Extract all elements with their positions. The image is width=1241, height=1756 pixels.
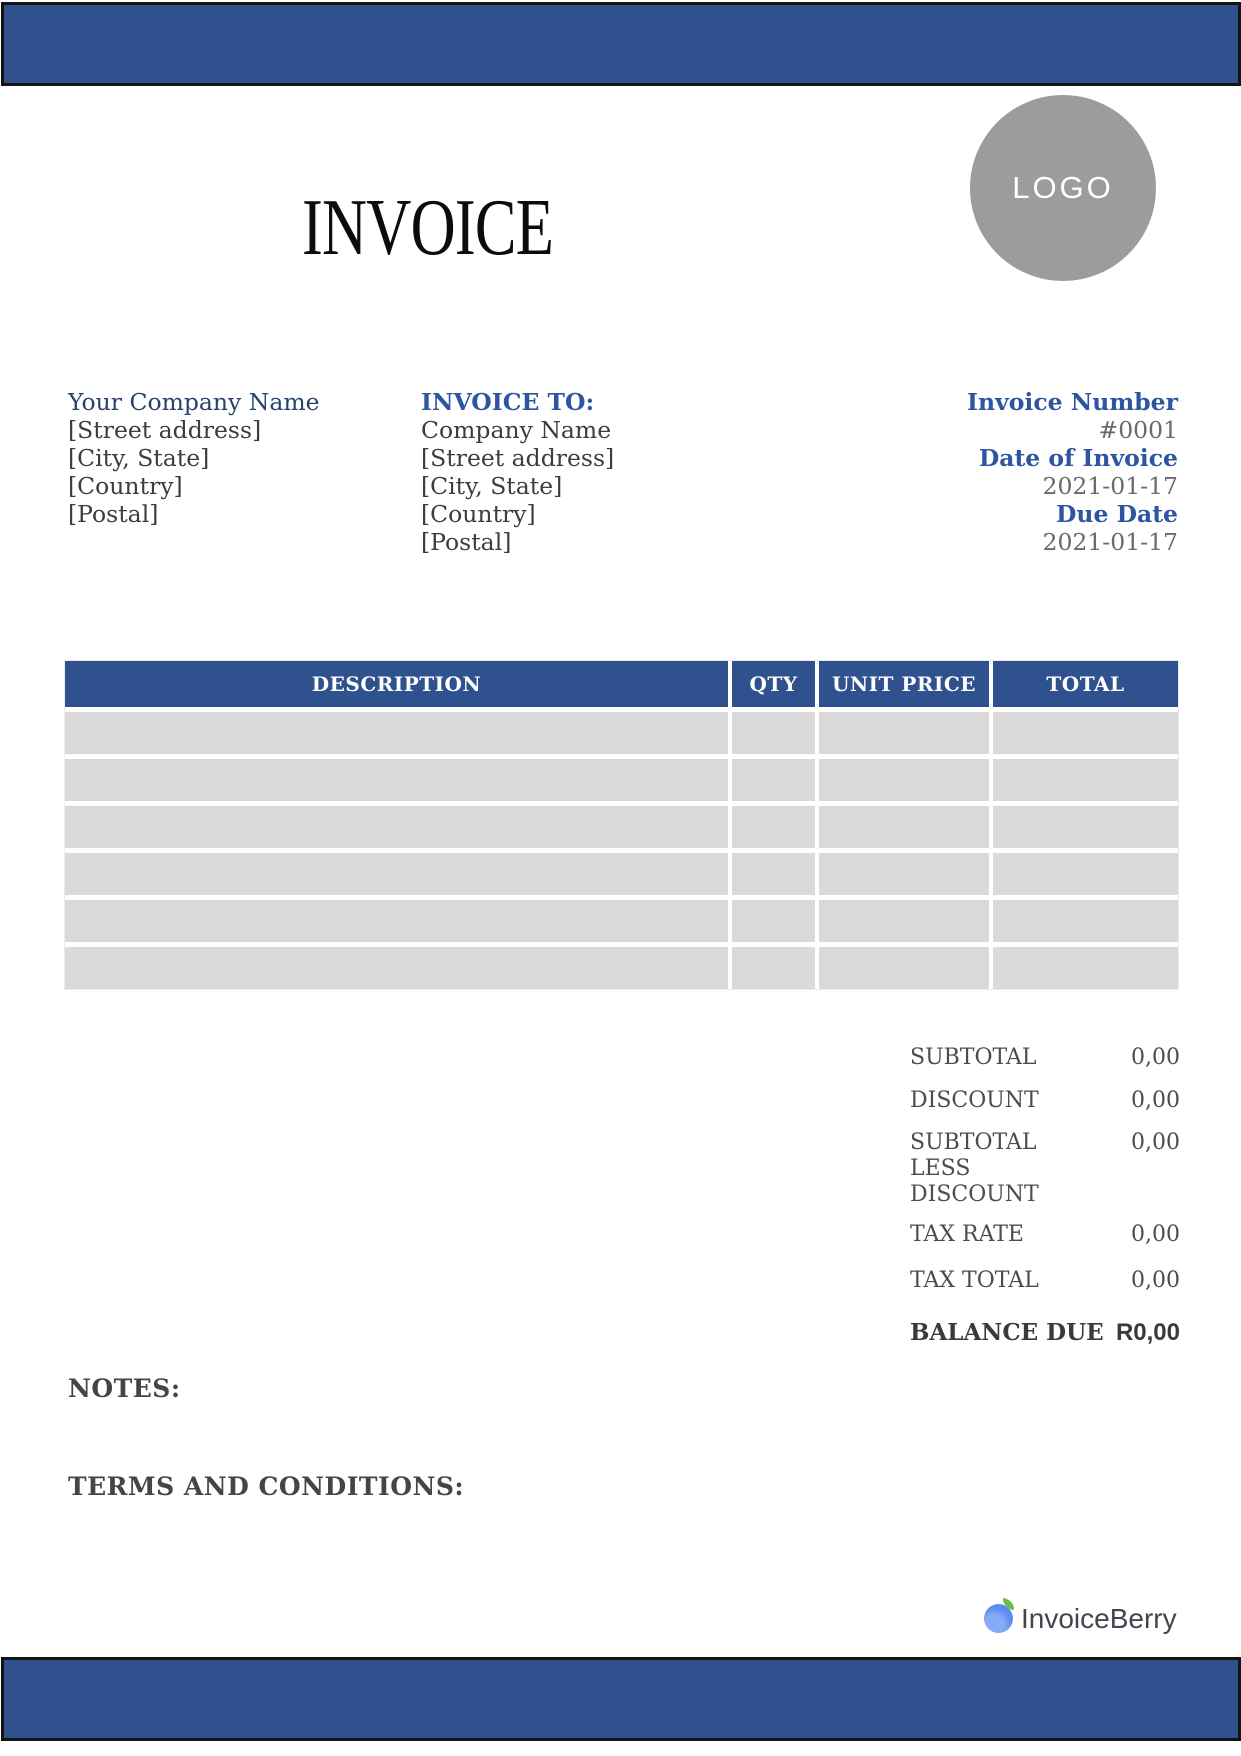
table-cell [993, 853, 1178, 895]
invoice-number-value: #0001 [1098, 416, 1179, 444]
table-cell [819, 853, 989, 895]
invoice-title: INVOICE [302, 184, 554, 272]
company-address-line: [Country] [68, 472, 183, 500]
table-cell [732, 947, 815, 989]
subtotal-row: SUBTOTAL 0,00 [910, 1045, 1180, 1071]
top-banner [1, 2, 1241, 86]
table-cell [819, 712, 989, 754]
table-cell [65, 759, 728, 801]
discount-row: DISCOUNT 0,00 [910, 1088, 1180, 1114]
subtotal-less-discount-row: SUBTOTAL LESS DISCOUNT 0,00 [910, 1130, 1180, 1208]
table-cell [819, 759, 989, 801]
subtotal-label: SUBTOTAL [910, 1045, 1037, 1070]
due-date-label: Due Date [1055, 500, 1178, 528]
invoice-date-label: Date of Invoice [978, 444, 1178, 472]
subtotal-value: 0,00 [1131, 1045, 1180, 1070]
table-row [65, 806, 1178, 848]
table-cell [65, 900, 728, 942]
balance-due-value: R0,00 [1115, 1319, 1180, 1346]
table-cell [732, 759, 815, 801]
table-cell [819, 900, 989, 942]
invoice-to-line: Company Name [421, 416, 612, 444]
table-cell [65, 853, 728, 895]
column-header-unit-price: UNIT PRICE [819, 661, 989, 707]
table-cell [819, 806, 989, 848]
company-address-line: [Postal] [68, 500, 159, 528]
table-cell [732, 900, 815, 942]
invoice-to-line: [City, State] [421, 472, 563, 500]
balance-due-row: BALANCE DUE R0,00 [910, 1320, 1180, 1346]
table-cell [993, 759, 1178, 801]
invoice-meta-block: Invoice Number #0001 Date of Invoice 202… [967, 388, 1178, 556]
bottom-banner [1, 1657, 1241, 1741]
company-address-line: [Street address] [68, 416, 262, 444]
invoice-number-label: Invoice Number [967, 388, 1178, 416]
tax-rate-row: TAX RATE 0,00 [910, 1222, 1180, 1248]
table-cell [65, 947, 728, 989]
invoice-to-block: INVOICE TO: Company Name [Street address… [421, 388, 614, 556]
column-header-description: DESCRIPTION [65, 661, 728, 707]
due-date-value: 2021-01-17 [1042, 528, 1179, 556]
table-cell [732, 853, 815, 895]
table-cell [993, 900, 1178, 942]
tax-rate-label: TAX RATE [910, 1222, 1024, 1247]
invoice-to-line: [Postal] [421, 528, 512, 556]
tax-total-value: 0,00 [1131, 1268, 1180, 1293]
table-row [65, 759, 1178, 801]
company-address-line: [City, State] [68, 444, 210, 472]
invoice-to-line: [Street address] [421, 444, 615, 472]
tax-total-row: TAX TOTAL 0,00 [910, 1268, 1180, 1294]
table-cell [993, 806, 1178, 848]
invoice-to-heading: INVOICE TO: [421, 388, 595, 416]
table-row [65, 947, 1178, 989]
logo-placeholder-text: LOGO [1012, 170, 1114, 205]
balance-due-label: BALANCE DUE [910, 1319, 1104, 1346]
notes-heading: NOTES: [68, 1374, 181, 1403]
table-row [65, 900, 1178, 942]
table-cell [65, 712, 728, 754]
table-cell [732, 712, 815, 754]
invoiceberry-wordmark: InvoiceBerry [1021, 1603, 1177, 1634]
table-cell [732, 806, 815, 848]
invoice-date-value: 2021-01-17 [1042, 472, 1179, 500]
table-cell [993, 947, 1178, 989]
table-cell [819, 947, 989, 989]
company-name: Your Company Name [68, 388, 320, 416]
table-row [65, 853, 1178, 895]
invoiceberry-logo-icon [984, 1597, 1016, 1633]
table-row [65, 712, 1178, 754]
subtotal-less-discount-value: 0,00 [1131, 1130, 1180, 1155]
table-cell [993, 712, 1178, 754]
company-block: Your Company Name [Street address] [City… [68, 388, 320, 528]
tax-total-label: TAX TOTAL [910, 1268, 1039, 1293]
leaf-icon [1001, 1597, 1016, 1611]
items-table: DESCRIPTION QTY UNIT PRICE TOTAL [64, 660, 1179, 990]
tax-rate-value: 0,00 [1131, 1222, 1180, 1247]
terms-heading: TERMS AND CONDITIONS: [68, 1472, 465, 1501]
items-table-header: DESCRIPTION QTY UNIT PRICE TOTAL [65, 661, 1178, 707]
logo-placeholder: LOGO [970, 95, 1156, 281]
column-header-total: TOTAL [993, 661, 1178, 707]
invoice-to-line: [Country] [421, 500, 536, 528]
discount-value: 0,00 [1131, 1088, 1180, 1113]
discount-label: DISCOUNT [910, 1088, 1039, 1113]
table-cell [65, 806, 728, 848]
subtotal-less-discount-label: SUBTOTAL LESS DISCOUNT [910, 1130, 1039, 1207]
column-header-qty: QTY [732, 661, 815, 707]
